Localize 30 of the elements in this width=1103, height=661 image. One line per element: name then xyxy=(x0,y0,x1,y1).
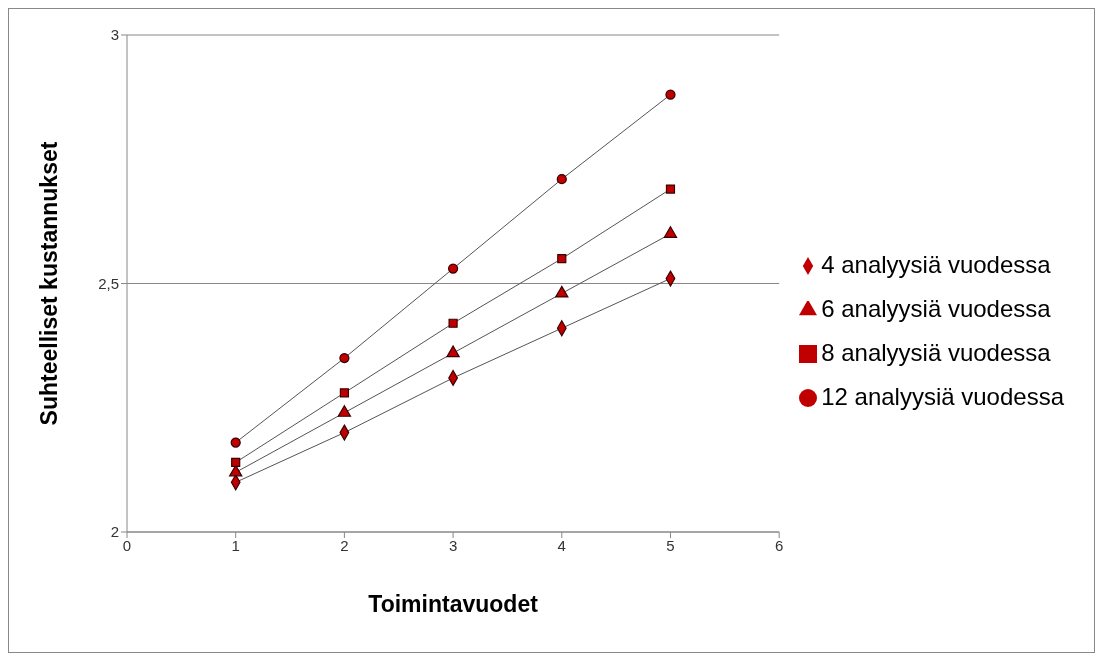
y-tick-label: 3 xyxy=(110,26,119,44)
point xyxy=(339,388,349,398)
point xyxy=(555,285,569,298)
point xyxy=(231,457,241,468)
point xyxy=(337,405,352,417)
point xyxy=(446,345,460,358)
point xyxy=(230,437,241,448)
legend-label: 8 analyysiä vuodessa xyxy=(821,338,1051,366)
x-tick-label: 4 xyxy=(557,536,566,554)
x-tick-label: 1 xyxy=(231,536,240,554)
legend-label: 12 analyysiä vuodessa xyxy=(821,382,1064,410)
point xyxy=(556,174,567,185)
point xyxy=(557,254,567,264)
legend-label: 4 analyysiä vuodessa xyxy=(821,250,1051,278)
x-tick-label: 5 xyxy=(666,536,675,554)
y-tick-label: 2,5 xyxy=(98,274,119,292)
x-tick-label: 3 xyxy=(448,536,458,554)
y-tick-label: 2 xyxy=(110,523,119,541)
point xyxy=(447,263,459,274)
point xyxy=(665,89,676,100)
point xyxy=(339,352,350,364)
point xyxy=(448,318,458,328)
point xyxy=(665,184,676,194)
point xyxy=(663,226,678,238)
x-tick-label: 0 xyxy=(122,536,132,554)
y-axis-title: Suhteelliset kustannukset xyxy=(36,141,63,426)
legend-label: 6 analyysiä vuodessa xyxy=(821,294,1051,322)
x-axis-title: Toimintavuodet xyxy=(368,591,539,617)
x-tick-label: 6 xyxy=(775,536,784,554)
x-tick-label: 2 xyxy=(340,536,349,554)
